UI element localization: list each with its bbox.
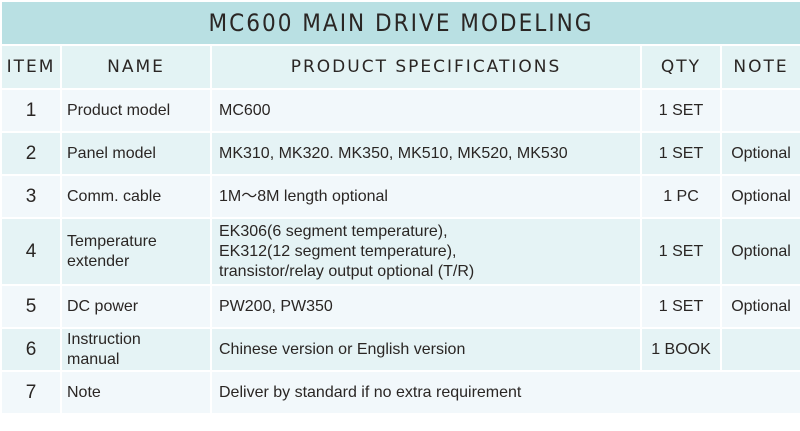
table-row: 7 Note Deliver by standard if no extra r…: [0, 370, 800, 415]
item-cell: 1: [0, 88, 62, 133]
qty-cell: 1 SET: [640, 88, 722, 133]
header-qty: QTY: [640, 44, 722, 90]
name-cell: Comm. cable: [60, 174, 212, 219]
header-item: ITEM: [0, 44, 62, 90]
modeling-table: MC600 MAIN DRIVE MODELING ITEM NAME PROD…: [0, 0, 800, 415]
spec-line: EK312(12 segment temperature),: [219, 242, 457, 260]
table-row: 2 Panel model MK310, MK320. MK350, MK510…: [0, 131, 800, 176]
table-title: MC600 MAIN DRIVE MODELING: [0, 0, 800, 46]
spec-cell: EK306(6 segment temperature), EK312(12 se…: [210, 217, 642, 286]
header-spec: PRODUCT SPECIFICATIONS: [210, 44, 642, 90]
header-note: NOTE: [719, 44, 800, 90]
note-cell: Optional: [719, 174, 800, 219]
item-cell: 6: [0, 327, 62, 372]
name-line: Instruction: [67, 330, 141, 348]
name-line: manual: [67, 350, 120, 368]
spec-line: EK306(6 segment temperature),: [219, 222, 448, 240]
name-cell: Product model: [60, 88, 212, 133]
spec-cell: 1M～8M length optional: [210, 174, 642, 219]
qty-cell: 1 PC: [640, 174, 722, 219]
qty-cell: 1 SET: [640, 284, 722, 329]
header-name: NAME: [60, 44, 212, 90]
spec-cell: MC600: [210, 88, 642, 133]
note-cell: Optional: [719, 284, 800, 329]
spec-line: transistor/relay output optional (T/R): [219, 262, 475, 280]
note-cell: Optional: [719, 217, 800, 286]
note-cell: [719, 327, 800, 372]
name-cell: Panel model: [60, 131, 212, 176]
spec-cell: Chinese version or English version: [210, 327, 642, 372]
item-cell: 2: [0, 131, 62, 176]
table-row: 5 DC power PW200, PW350 1 SET Optional: [0, 284, 800, 329]
spec-cell: MK310, MK320. MK350, MK510, MK520, MK530: [210, 131, 642, 176]
qty-cell: 1 SET: [640, 217, 722, 286]
table-row: 4 Temperature extender EK306(6 segment te…: [0, 217, 800, 286]
name-line: Temperature: [67, 232, 157, 250]
spec-cell: PW200, PW350: [210, 284, 642, 329]
name-cell: Note: [60, 370, 212, 415]
item-cell: 3: [0, 174, 62, 219]
item-cell: 5: [0, 284, 62, 329]
item-cell: 7: [0, 370, 62, 415]
table-row: 1 Product model MC600 1 SET: [0, 88, 800, 133]
name-line: extender: [67, 252, 130, 270]
table-row: 6 Instruction manual Chinese version or E…: [0, 327, 800, 372]
qty-cell: 1 BOOK: [640, 327, 722, 372]
name-cell: Instruction manual: [60, 327, 212, 372]
note-cell: [719, 88, 800, 133]
qty-cell: 1 SET: [640, 131, 722, 176]
spec-cell: Deliver by standard if no extra requirem…: [209, 370, 800, 415]
name-cell: DC power: [60, 284, 212, 329]
name-cell: Temperature extender: [60, 217, 212, 286]
item-cell: 4: [0, 217, 62, 286]
note-cell: Optional: [719, 131, 800, 176]
table-row: 3 Comm. cable 1M～8M length optional 1 PC…: [0, 174, 800, 219]
